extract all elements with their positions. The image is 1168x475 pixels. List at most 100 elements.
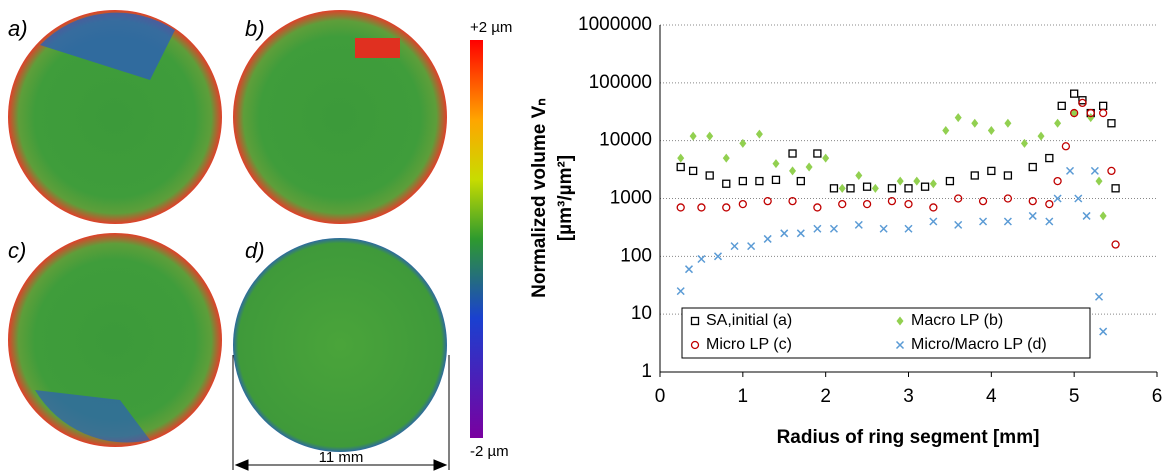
point	[871, 183, 879, 193]
legend-label: Macro LP (b)	[911, 312, 1003, 329]
point	[1095, 176, 1103, 186]
point	[772, 159, 780, 169]
point	[929, 203, 938, 212]
point	[855, 170, 863, 180]
y-tick-label: 1000	[610, 188, 652, 209]
y-axis-title: Normalized volume Vₙ	[529, 98, 550, 298]
point	[987, 166, 996, 176]
point	[1045, 153, 1054, 163]
point	[1054, 118, 1062, 128]
point	[763, 234, 772, 243]
point	[813, 203, 822, 212]
point	[1053, 176, 1062, 186]
panel-label: c)	[8, 238, 26, 263]
point	[789, 166, 797, 176]
point	[862, 199, 872, 209]
point	[730, 242, 739, 251]
point	[970, 171, 979, 180]
point	[738, 176, 747, 186]
point	[1070, 108, 1079, 118]
point	[879, 224, 888, 233]
y-tick-label: 100	[620, 245, 652, 266]
point	[1078, 98, 1087, 108]
panel-label: b)	[245, 16, 265, 41]
point	[813, 224, 822, 233]
point	[780, 229, 789, 238]
point	[1053, 194, 1062, 203]
legend-marker	[896, 316, 904, 326]
sample-images	[8, 10, 447, 452]
point	[1099, 327, 1108, 336]
colorbar-label: -2 µm	[470, 443, 509, 460]
point	[942, 125, 950, 135]
point	[755, 176, 764, 186]
legend-label: SA,initial (a)	[706, 312, 792, 329]
point	[829, 184, 839, 193]
point	[739, 138, 747, 148]
point	[697, 203, 706, 212]
legend-marker	[690, 316, 700, 326]
point	[1107, 166, 1116, 176]
point	[677, 153, 685, 163]
point	[1061, 142, 1071, 151]
point	[722, 179, 731, 188]
point	[904, 199, 913, 209]
y-axis-title: [µm³/µm²]	[555, 155, 576, 241]
x-tick-label: 1	[738, 386, 749, 407]
point	[822, 153, 830, 163]
point	[1070, 108, 1078, 118]
point	[887, 196, 897, 206]
point	[1003, 217, 1012, 226]
point	[747, 242, 756, 251]
point	[1004, 118, 1012, 128]
point	[987, 125, 995, 135]
legend-marker	[690, 340, 700, 350]
point	[713, 252, 723, 261]
point	[676, 287, 685, 296]
point	[684, 265, 694, 274]
point	[978, 196, 988, 206]
point	[1045, 199, 1054, 209]
point	[846, 184, 855, 193]
image-region	[35, 390, 150, 443]
x-tick-label: 5	[1069, 386, 1080, 407]
point	[1020, 138, 1028, 148]
x-tick-label: 2	[820, 386, 831, 407]
point	[771, 175, 781, 185]
point	[838, 199, 847, 209]
point	[689, 131, 697, 141]
x-tick-label: 0	[655, 386, 666, 407]
point	[954, 220, 963, 229]
point	[796, 229, 805, 238]
point	[1082, 211, 1091, 220]
point	[676, 162, 685, 172]
point	[805, 162, 813, 172]
point	[929, 179, 937, 189]
panel-label: d)	[245, 238, 265, 263]
point	[1065, 166, 1075, 175]
point	[1003, 194, 1013, 203]
point	[813, 149, 822, 158]
point	[676, 203, 685, 212]
point	[954, 194, 963, 203]
colorbar-label: +2 µm	[470, 19, 512, 36]
x-tick-label: 4	[986, 386, 997, 407]
colorbar	[470, 40, 483, 438]
point	[688, 166, 698, 176]
point	[1003, 171, 1013, 180]
point	[1087, 113, 1095, 123]
point	[722, 153, 730, 163]
point	[904, 184, 913, 193]
point	[705, 171, 714, 180]
point	[1070, 89, 1079, 98]
scale-bar	[232, 355, 450, 471]
point	[1057, 101, 1066, 110]
point	[1099, 211, 1107, 221]
point	[788, 149, 797, 158]
point	[1099, 108, 1108, 118]
point	[904, 224, 913, 233]
x-tick-label: 6	[1152, 386, 1163, 407]
point	[887, 184, 897, 193]
sample-image	[233, 10, 447, 224]
